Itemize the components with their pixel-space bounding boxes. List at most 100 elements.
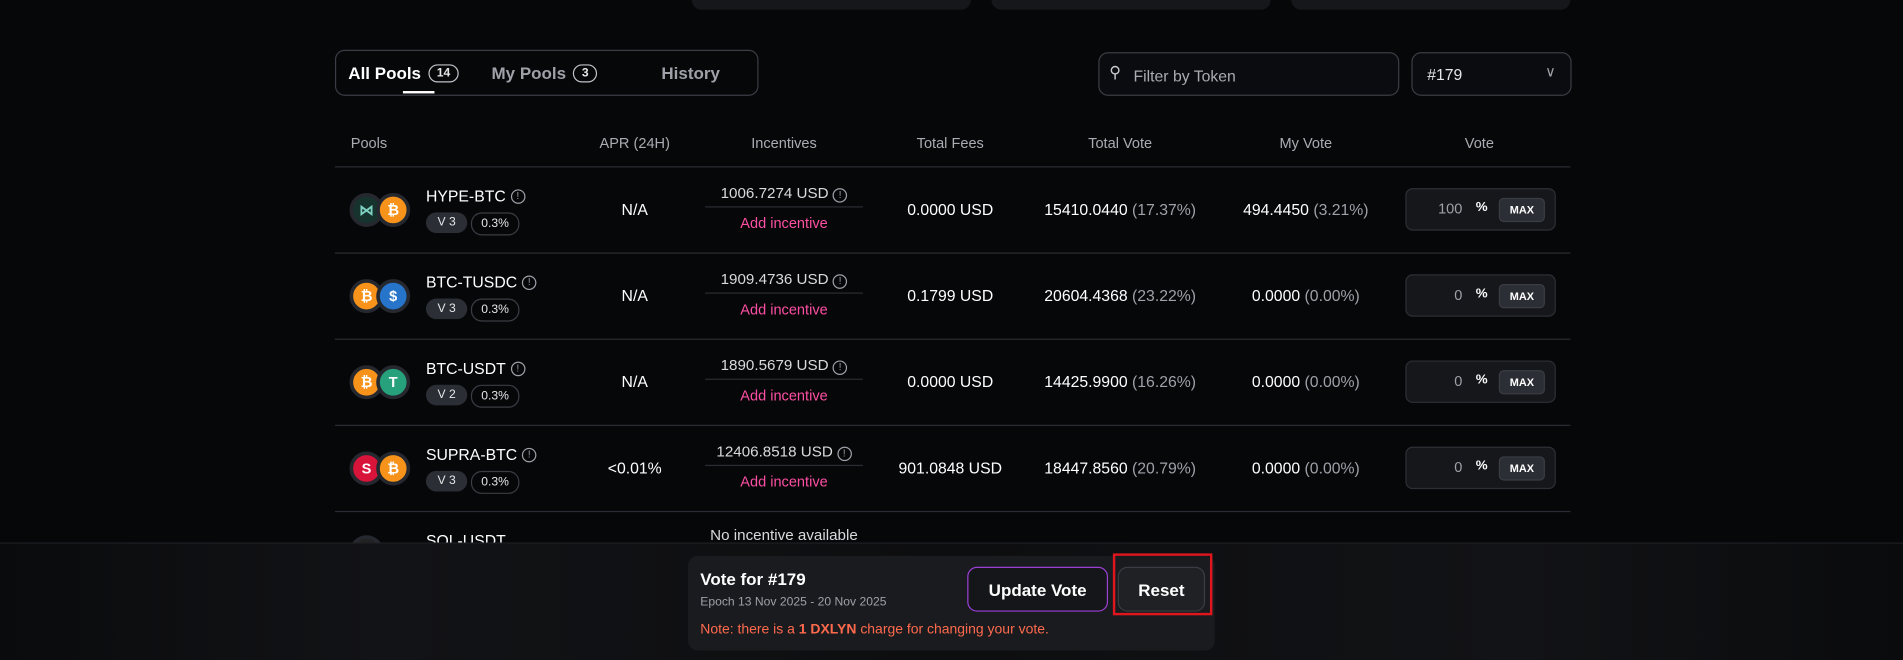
vote-input-group: % MAX <box>1405 360 1556 403</box>
tab-history[interactable]: History <box>661 51 720 95</box>
incentive-value: 1890.5679 USD ! <box>705 357 863 380</box>
divider <box>334 338 1571 340</box>
total-vote-value: 14425.9900 (16.26%) <box>1044 372 1197 391</box>
total-vote-value: 20604.4368 (23.22%) <box>1044 286 1197 305</box>
total-fees-value: 0.0000 USD <box>907 372 994 391</box>
vote-percent-input[interactable] <box>1413 457 1465 477</box>
reset-button[interactable]: Reset <box>1117 566 1206 612</box>
epoch-dropdown[interactable]: #179 ∨ <box>1411 52 1572 96</box>
tab-label: All Pools <box>348 63 422 83</box>
highlight-box <box>1112 553 1213 616</box>
tab-my-pools[interactable]: My Pools 3 <box>492 51 598 95</box>
total-fees-value: 0.0000 USD <box>907 200 994 219</box>
tab-all-pools[interactable]: All Pools 14 <box>348 51 459 95</box>
update-vote-button[interactable]: Update Vote <box>967 566 1109 612</box>
vote-percent-input[interactable] <box>1413 285 1465 305</box>
total-vote-value: 18447.8560 (20.79%) <box>1044 458 1197 477</box>
max-button[interactable]: MAX <box>1498 197 1545 223</box>
apr-value: <0.01% <box>607 458 662 477</box>
info-icon[interactable]: ! <box>510 361 526 376</box>
version-tag: V 2 <box>425 384 468 406</box>
add-incentive-link[interactable]: Add incentive <box>740 300 828 318</box>
pool-name: SOL-USDT <box>425 531 506 543</box>
active-tab-indicator <box>402 91 435 94</box>
fee-tag: 0.3% <box>470 212 520 236</box>
token-icon <box>349 535 384 543</box>
apr-value: N/A <box>621 286 648 305</box>
pool-name: BTC-TUSDC! <box>426 273 537 291</box>
percent-label: % <box>1475 458 1488 474</box>
epoch-value: #179 <box>1427 65 1463 84</box>
divider <box>334 510 1571 513</box>
tab-label: History <box>661 63 720 83</box>
filter-token-input[interactable] <box>1131 53 1391 98</box>
vote-panel: Vote for #179 Epoch 13 Nov 2025 - 20 Nov… <box>688 555 1215 651</box>
filter-search: ⚲ <box>1098 52 1400 98</box>
info-icon[interactable]: ! <box>832 187 848 203</box>
count-badge: 14 <box>428 63 459 82</box>
my-vote-value: 494.4450 (3.21%) <box>1243 200 1369 219</box>
info-icon[interactable]: ! <box>521 274 537 290</box>
vote-percent-input[interactable] <box>1413 199 1465 219</box>
vote-input-group: % MAX <box>1405 274 1556 317</box>
stat-card <box>1291 0 1571 10</box>
usdc-token-icon: $ <box>376 279 411 314</box>
fee-tag: 0.3% <box>470 470 520 494</box>
stat-card <box>691 0 971 10</box>
hype-token-icon: ⋈ <box>349 192 384 227</box>
incentive-value: 1006.7274 USD ! <box>705 184 863 207</box>
total-fees-value: 901.0848 USD <box>898 458 1002 477</box>
incentive-value: No incentive available <box>710 526 858 543</box>
apr-value: N/A <box>621 372 648 391</box>
version-tag: V 3 <box>425 298 468 320</box>
column-header: Incentives <box>751 134 817 152</box>
usdt-token-icon: T <box>376 365 411 400</box>
percent-label: % <box>1475 372 1488 388</box>
column-header: Vote <box>1464 134 1494 152</box>
vote-input-group: % MAX <box>1405 446 1556 490</box>
my-vote-value: 0.0000 (0.00%) <box>1251 372 1360 391</box>
table-row[interactable]: S ₿ SUPRA-BTC! V 3 0.3% <0.01% 12406.8518 … <box>335 425 1570 511</box>
vote-panel-title: Vote for #179 <box>700 569 806 589</box>
column-header: Pools <box>350 134 388 152</box>
max-button[interactable]: MAX <box>1498 456 1545 481</box>
pool-name: HYPE-BTC! <box>426 187 526 205</box>
version-tag: V 3 <box>425 212 468 234</box>
table-row[interactable]: ₿ $ BTC-TUSDC! V 3 0.3% N/A 1909.4736 USD … <box>335 252 1570 338</box>
btc-token-icon: ₿ <box>376 192 411 227</box>
incentive-value: 1909.4736 USD ! <box>705 271 863 294</box>
tab-label: My Pools <box>491 63 567 83</box>
search-icon: ⚲ <box>1109 63 1121 82</box>
table-row[interactable]: ⋈ ₿ HYPE-BTC! V 3 0.3% N/A 1006.7274 USD !… <box>335 166 1570 252</box>
pool-name: BTC-USDT! <box>426 359 526 377</box>
btc-token-icon: ₿ <box>349 365 384 400</box>
max-button[interactable]: MAX <box>1498 370 1545 395</box>
stat-card <box>991 0 1271 10</box>
chevron-down-icon: ∨ <box>1545 63 1556 81</box>
epoch-range: Epoch 13 Nov 2025 - 20 Nov 2025 <box>700 595 887 610</box>
table-row[interactable]: ₿ T BTC-USDT! V 2 0.3% N/A 1890.5679 USD !… <box>335 339 1570 425</box>
add-incentive-link[interactable]: Add incentive <box>740 387 828 405</box>
incentive-value: 12406.8518 USD ! <box>705 443 863 466</box>
percent-label: % <box>1475 200 1488 215</box>
add-incentive-link[interactable]: Add incentive <box>740 214 828 232</box>
info-icon[interactable]: ! <box>510 188 526 204</box>
column-header: My Vote <box>1279 134 1333 152</box>
apr-value: N/A <box>621 200 648 219</box>
info-icon[interactable]: ! <box>521 447 537 462</box>
info-icon[interactable]: ! <box>832 359 848 375</box>
pool-name: SUPRA-BTC! <box>426 445 537 464</box>
max-button[interactable]: MAX <box>1498 283 1545 309</box>
my-vote-value: 0.0000 (0.00%) <box>1251 286 1360 305</box>
my-vote-value: 0.0000 (0.00%) <box>1251 458 1360 477</box>
vote-percent-input[interactable] <box>1413 371 1465 391</box>
fee-tag: 0.3% <box>470 384 520 408</box>
total-vote-value: 15410.0440 (17.37%) <box>1044 200 1197 219</box>
add-incentive-link[interactable]: Add incentive <box>740 473 828 491</box>
info-icon[interactable]: ! <box>837 445 852 461</box>
column-header: APR (24H) <box>599 134 670 152</box>
count-badge: 3 <box>573 63 598 82</box>
charge-note: Note: there is a 1 DXLYN charge for chan… <box>700 622 1049 638</box>
info-icon[interactable]: ! <box>832 273 848 289</box>
vote-input-group: % MAX <box>1405 188 1556 231</box>
